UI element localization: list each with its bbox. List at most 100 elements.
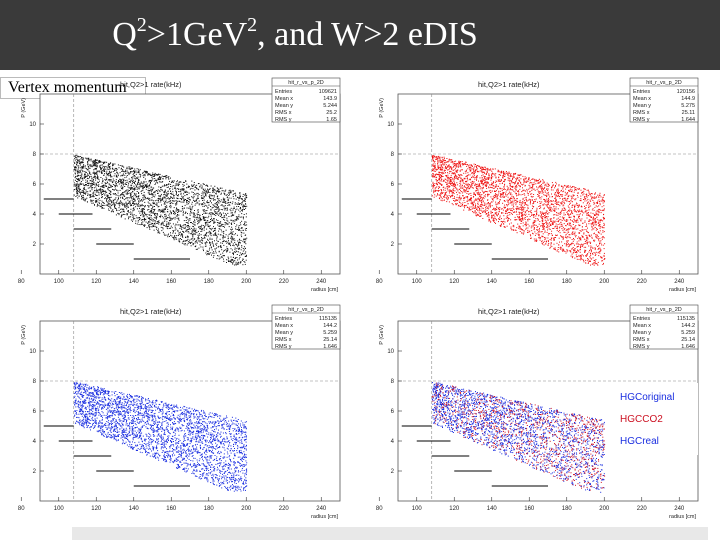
scatter-point bbox=[197, 192, 199, 194]
scatter-point bbox=[544, 190, 546, 192]
scatter-point bbox=[191, 212, 193, 214]
scatter-point bbox=[479, 166, 481, 168]
scatter-point bbox=[244, 241, 246, 243]
scatter-point bbox=[238, 239, 240, 241]
scatter-point bbox=[227, 248, 229, 250]
scatter-point bbox=[520, 220, 522, 222]
scatter-point bbox=[95, 201, 96, 203]
scatter-point bbox=[524, 185, 526, 187]
scatter-point bbox=[109, 171, 111, 173]
scatter-point bbox=[546, 196, 547, 198]
scatter-point bbox=[499, 183, 501, 185]
scatter-point bbox=[87, 194, 89, 196]
scatter-point bbox=[194, 224, 196, 226]
scatter-point bbox=[139, 217, 141, 218]
scatter-point bbox=[243, 214, 245, 215]
scatter-point bbox=[131, 199, 133, 201]
scatter-point bbox=[450, 175, 452, 177]
scatter-point bbox=[130, 216, 132, 218]
scatter-point bbox=[168, 220, 170, 222]
scatter-point bbox=[105, 185, 107, 187]
scatter-point bbox=[76, 194, 78, 196]
scatter-point bbox=[234, 212, 236, 214]
scatter-point bbox=[209, 233, 211, 235]
y-tick-label: 6 bbox=[33, 182, 37, 188]
scatter-point bbox=[124, 186, 126, 187]
scatter-point bbox=[238, 262, 240, 264]
scatter-point bbox=[523, 178, 525, 180]
scatter-point bbox=[188, 201, 190, 202]
scatter-point bbox=[125, 204, 127, 206]
scatter-point bbox=[565, 243, 567, 245]
scatter-point bbox=[189, 199, 190, 201]
scatter-point bbox=[217, 222, 219, 224]
scatter-point bbox=[602, 209, 604, 211]
scatter-point bbox=[577, 221, 579, 223]
scatter-point bbox=[432, 163, 434, 165]
scatter-point bbox=[523, 217, 525, 219]
scatter-point bbox=[191, 201, 193, 203]
scatter-point bbox=[571, 228, 573, 230]
scatter-point bbox=[177, 235, 179, 236]
scatter-point bbox=[446, 197, 448, 199]
scatter-point bbox=[126, 166, 128, 168]
scatter-point bbox=[564, 194, 566, 196]
scatter-point bbox=[504, 179, 506, 181]
scatter-point bbox=[603, 236, 604, 238]
scatter-point bbox=[133, 214, 135, 216]
scatter-point bbox=[137, 221, 139, 223]
scatter-point bbox=[485, 173, 487, 175]
scatter-point bbox=[115, 214, 117, 216]
scatter-point bbox=[524, 207, 526, 209]
scatter-point bbox=[234, 260, 236, 262]
scatter-point bbox=[93, 182, 95, 183]
scatter-point bbox=[194, 200, 196, 202]
scatter-point bbox=[172, 210, 174, 211]
scatter-point bbox=[238, 227, 240, 229]
scatter-point bbox=[150, 188, 152, 190]
scatter-point bbox=[233, 254, 234, 256]
scatter-point bbox=[103, 185, 105, 187]
scatter-point bbox=[176, 184, 178, 186]
scatter-point bbox=[112, 171, 114, 173]
scatter-point bbox=[129, 197, 131, 199]
scatter-point bbox=[515, 172, 517, 174]
scatter-point bbox=[181, 189, 183, 191]
scatter-point bbox=[234, 211, 236, 212]
scatter-point bbox=[109, 203, 111, 205]
scatter-point bbox=[441, 176, 443, 178]
scatter-point bbox=[103, 203, 105, 204]
scatter-point bbox=[156, 190, 157, 192]
scatter-point bbox=[227, 259, 229, 261]
scatter-point bbox=[179, 191, 181, 193]
scatter-point bbox=[183, 184, 185, 186]
scatter-point bbox=[232, 252, 234, 254]
scatter-point bbox=[484, 190, 486, 192]
scatter-point bbox=[196, 213, 198, 215]
scatter-point bbox=[573, 191, 575, 193]
scatter-point bbox=[150, 203, 152, 205]
scatter-point bbox=[131, 184, 133, 186]
scatter-point bbox=[135, 202, 137, 204]
scatter-point bbox=[83, 157, 85, 159]
scatter-point bbox=[84, 173, 86, 175]
scatter-point bbox=[488, 202, 489, 203]
scatter-point bbox=[212, 243, 214, 245]
scatter-point bbox=[470, 202, 472, 204]
scatter-point bbox=[455, 165, 457, 167]
scatter-point bbox=[591, 226, 593, 228]
scatter-point bbox=[435, 157, 437, 159]
scatter-point bbox=[161, 198, 163, 200]
scatter-point bbox=[175, 209, 177, 211]
scatter-point bbox=[478, 180, 479, 182]
scatter-point bbox=[143, 225, 145, 227]
scatter-point bbox=[456, 169, 458, 171]
scatter-point bbox=[561, 189, 562, 191]
scatter-point bbox=[164, 184, 166, 186]
scatter-point bbox=[131, 212, 133, 214]
scatter-point bbox=[234, 192, 236, 194]
scatter-point bbox=[531, 193, 533, 195]
scatter-point bbox=[79, 190, 81, 192]
scatter-point bbox=[246, 194, 248, 196]
scatter-point bbox=[232, 190, 234, 192]
